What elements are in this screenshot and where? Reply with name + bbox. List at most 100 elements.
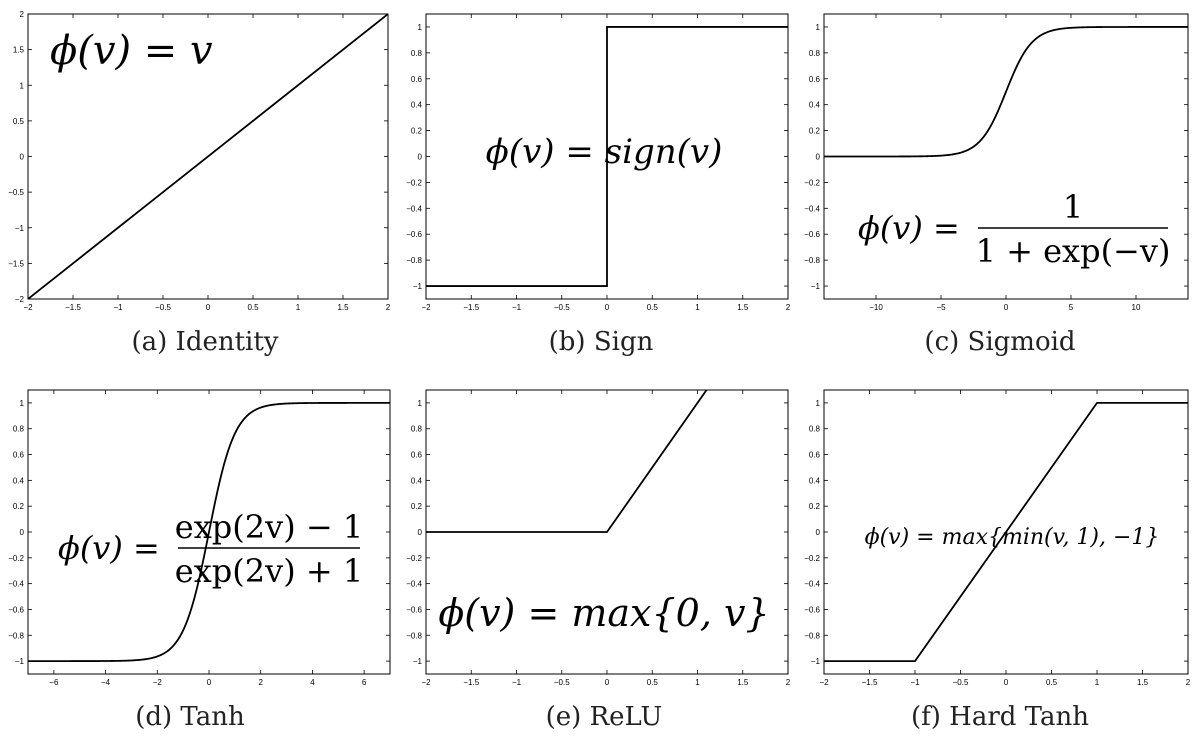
subplot-caption: (a) Identity [132, 327, 279, 357]
y-tick-label: 0.6 [13, 451, 25, 460]
x-tick-label: −0.5 [953, 678, 969, 687]
formula-label: ϕ(v) = max{min(v, 1), −1} [865, 525, 1160, 550]
subplot-f: −2 −1.5 −1 −0.5 0 0.5 1 1.5 2 −1 −0.8 −0.6 −0.4 −0.2 0… [804, 389, 1191, 732]
y-tick-label: 0.4 [411, 476, 423, 485]
x-tick-label: 6 [362, 678, 367, 687]
x-tick-label: −1 [512, 303, 522, 312]
y-tick-label: 1 [418, 399, 423, 408]
subplot-d: −6 −4 −2 0 2 4 6 −1 −0.8 −0.6 −0.4 −0.2 0 0.2 0.4 0.6 0.… [8, 389, 391, 732]
y-tick-label: 2 [20, 10, 25, 19]
y-tick-label: 0 [20, 528, 25, 537]
y-tick-label: 1 [20, 399, 25, 408]
x-tick-label: 5 [1069, 303, 1074, 312]
x-tick-label: −6 [49, 678, 59, 687]
y-tick-label: −0.2 [406, 178, 422, 187]
y-tick-label: 0.4 [411, 101, 423, 110]
x-tick-label: 1.5 [737, 678, 749, 687]
x-tick-label: 0 [605, 678, 610, 687]
x-tick-label: 2 [786, 678, 791, 687]
formula-denominator: exp(2v) + 1 [175, 552, 363, 590]
y-tick-label: −1 [811, 282, 821, 291]
y-tick-label: 0.8 [809, 49, 821, 58]
x-tick-label: 0.5 [247, 303, 259, 312]
x-tick-label: −1.5 [463, 303, 479, 312]
y-tick-label: 1 [816, 23, 821, 32]
y-tick-label: 0.6 [411, 451, 423, 460]
y-tick-label: 0.4 [13, 476, 25, 485]
y-tick-label: 0.2 [809, 127, 821, 136]
hardtanh-curve [824, 402, 1188, 662]
formula-numerator: exp(2v) − 1 [175, 508, 363, 546]
subplot-caption: (d) Tanh [135, 702, 245, 732]
y-tick-label: 1.5 [13, 46, 25, 55]
formula-lhs: ϕ(v) = [58, 529, 160, 567]
y-tick-label: −0.2 [804, 178, 820, 187]
y-tick-label: 0.6 [411, 75, 423, 84]
x-tick-label: 1.5 [337, 303, 349, 312]
y-tick-label: −0.6 [406, 230, 422, 239]
x-tick-label: −2 [153, 678, 163, 687]
formula-numerator: 1 [1063, 188, 1083, 226]
x-tick-label: 1 [1095, 678, 1100, 687]
y-tick-label: −0.4 [804, 204, 820, 213]
y-tick-label: 0.8 [809, 425, 821, 434]
y-tick-label: 0.2 [411, 502, 423, 511]
subplot-caption: (b) Sign [549, 327, 654, 357]
x-tick-label: 1 [296, 303, 301, 312]
x-tick-label: −4 [101, 678, 111, 687]
x-tick-label: 2 [1186, 678, 1191, 687]
y-tick-label: −0.6 [8, 605, 24, 614]
subplot-c: −10 −5 0 5 10 −1 −0.8 −0.6 −0.4 −0.2 0 0.2 0.4 0.6 0.8… [804, 13, 1189, 357]
y-tick-label: −0.4 [406, 204, 422, 213]
y-tick-label: −0.2 [804, 554, 820, 563]
formula-label: ϕ(v) = max{0, v} [438, 591, 769, 635]
subplot-b: −2 −1.5 −1 −0.5 0 0.5 1 1.5 2 −1 −0.8 −0.6 −0.4 −0.2 0… [406, 13, 791, 357]
x-tick-label: 0 [1004, 678, 1009, 687]
x-tick-label: −1 [512, 678, 522, 687]
formula-denominator: 1 + exp(−v) [976, 232, 1171, 270]
y-tick-label: −0.4 [406, 580, 422, 589]
x-tick-label: −1.5 [862, 678, 878, 687]
x-tick-label: 0 [207, 678, 212, 687]
y-tick-label: 0.5 [13, 117, 25, 126]
subplot-e: −2 −1.5 −1 −0.5 0 0.5 1 1.5 2 −1 −0.8 −0.6 −0.4 −0.2 0… [406, 389, 791, 732]
x-tick-label: −2 [819, 678, 829, 687]
x-tick-label: −10 [869, 303, 883, 312]
y-tick-label: −0.8 [406, 256, 422, 265]
subplot-caption: (c) Sigmoid [924, 327, 1075, 357]
y-tick-label: −2 [15, 295, 25, 304]
y-tick-label: 1 [20, 81, 25, 90]
y-tick-label: 1 [418, 23, 423, 32]
identity-curve [28, 14, 388, 299]
y-tick-label: 0 [816, 528, 821, 537]
subplot-a: −2 −1.5 −1 −0.5 0 0.5 1 1.5 2 −2 −1.5 −1 −0.5 0 0.5 1 1.… [8, 10, 391, 357]
x-tick-label: 0.5 [1046, 678, 1058, 687]
x-tick-label: −0.5 [554, 303, 570, 312]
y-tick-label: −1 [413, 282, 423, 291]
y-tick-label: 1 [816, 399, 821, 408]
x-tick-label: 1.5 [737, 303, 749, 312]
tanh-curve [28, 402, 390, 662]
x-tick-label: 1 [695, 303, 700, 312]
y-tick-label: 0 [418, 153, 423, 162]
x-tick-label: −1 [910, 678, 920, 687]
x-tick-label: 0 [206, 303, 211, 312]
sign-curve [426, 26, 788, 287]
x-tick-label: −5 [936, 303, 946, 312]
y-tick-label: 0.8 [13, 425, 25, 434]
y-tick-label: 0.4 [809, 101, 821, 110]
y-tick-label: 0.4 [809, 476, 821, 485]
x-tick-label: −1 [113, 303, 123, 312]
x-tick-label: 0.5 [647, 303, 659, 312]
y-tick-label: −0.6 [804, 230, 820, 239]
y-tick-label: 0 [816, 153, 821, 162]
x-tick-label: 2 [258, 678, 263, 687]
x-tick-label: 2 [386, 303, 391, 312]
x-tick-label: 1.5 [1137, 678, 1149, 687]
x-tick-label: 10 [1132, 303, 1141, 312]
formula-lhs: ϕ(v) = [858, 209, 960, 247]
y-tick-label: −1 [15, 657, 25, 666]
y-tick-label: −0.4 [804, 580, 820, 589]
y-tick-label: −0.6 [406, 605, 422, 614]
